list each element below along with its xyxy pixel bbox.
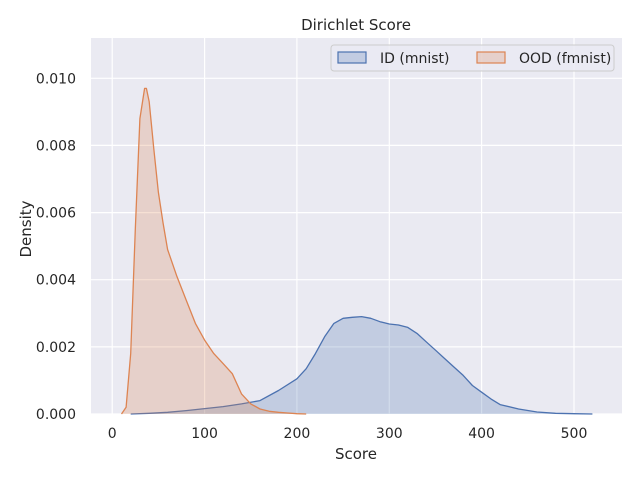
legend-swatch-id-mnist xyxy=(337,51,367,64)
x-tick-label: 100 xyxy=(191,426,218,442)
grid xyxy=(91,38,622,415)
legend-label-id-mnist: ID (mnist) xyxy=(380,51,449,67)
x-tick-label: 0 xyxy=(108,426,117,442)
density-line-id-mnist xyxy=(130,315,593,415)
legend-box xyxy=(330,44,615,72)
y-tick-label: 0.010 xyxy=(36,71,76,87)
y-tick-label: 0.006 xyxy=(36,206,76,222)
x-tick-label: 500 xyxy=(561,426,588,442)
x-tick-label: 400 xyxy=(468,426,495,442)
tick-labels: 0 100 200 300 400 500 0.000 0.002 0.004 0.006 0.00… xyxy=(36,71,587,442)
density-line-ood-fmnist xyxy=(120,87,307,415)
plot-area xyxy=(91,38,622,414)
y-axis-label: Density xyxy=(17,200,35,257)
y-tick-label: 0.002 xyxy=(36,340,76,356)
chart-title: Dirichlet Score xyxy=(301,16,411,34)
x-tick-label: 300 xyxy=(376,426,403,442)
legend-swatch-ood-fmnist xyxy=(476,51,506,64)
x-tick-label: 200 xyxy=(284,426,311,442)
y-tick-label: 0.000 xyxy=(36,407,76,423)
area-fill-ood-fmnist xyxy=(121,88,307,415)
legend: ID (mnist) OOD (fmnist) xyxy=(330,44,615,72)
area-fill-id-mnist xyxy=(130,316,593,414)
series-areas xyxy=(120,87,593,415)
legend-label-ood-fmnist: OOD (fmnist) xyxy=(519,51,611,67)
y-tick-label: 0.004 xyxy=(36,273,76,289)
y-tick-label: 0.008 xyxy=(36,138,76,154)
x-axis-label: Score xyxy=(335,445,377,463)
